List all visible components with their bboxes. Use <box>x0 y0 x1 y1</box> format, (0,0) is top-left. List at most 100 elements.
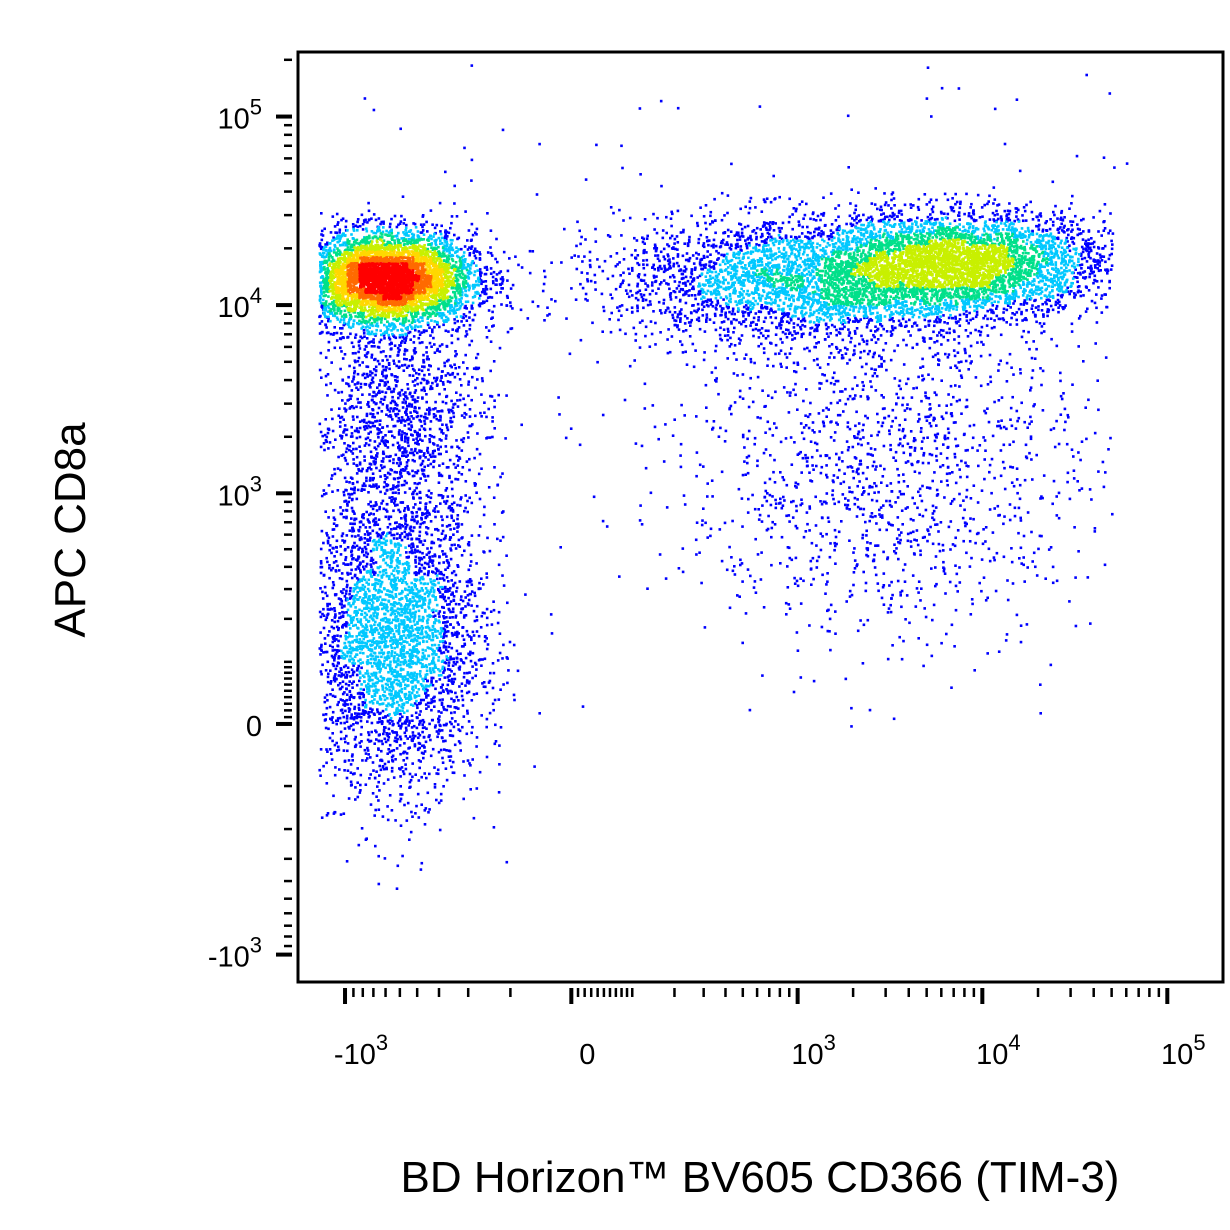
event-point <box>321 663 324 667</box>
event-point <box>683 270 687 273</box>
event-point <box>535 193 539 196</box>
event-point <box>475 745 478 748</box>
event-point <box>953 544 957 548</box>
event-point <box>834 379 838 383</box>
event-point <box>1026 426 1029 429</box>
event-point <box>348 394 352 397</box>
event-point <box>452 599 456 602</box>
event-point <box>655 275 658 278</box>
event-point <box>786 391 789 394</box>
event-point <box>478 525 482 528</box>
event-point <box>623 247 626 251</box>
event-point <box>376 345 380 349</box>
event-point <box>397 223 400 227</box>
event-point <box>654 249 658 253</box>
event-point <box>1100 259 1104 262</box>
event-point <box>864 589 868 593</box>
event-point <box>470 158 474 162</box>
event-point <box>550 261 553 264</box>
event-point <box>439 419 442 422</box>
event-point <box>735 358 738 361</box>
event-point <box>438 715 441 718</box>
event-point <box>1009 323 1012 326</box>
event-point <box>374 458 377 461</box>
event-point <box>399 768 402 771</box>
event-point <box>433 726 437 729</box>
event-point <box>927 373 930 376</box>
event-point <box>1078 232 1081 236</box>
event-point <box>473 591 476 595</box>
event-point <box>902 451 906 455</box>
event-point <box>821 535 824 538</box>
event-point <box>346 335 350 339</box>
event-point <box>506 330 510 334</box>
event-point <box>876 433 879 437</box>
event-point <box>620 304 624 307</box>
event-point <box>950 208 954 212</box>
event-point <box>1030 376 1034 380</box>
event-point <box>421 459 425 463</box>
event-point <box>381 426 384 429</box>
event-point <box>813 230 816 234</box>
event-point <box>878 528 882 532</box>
event-point <box>340 577 344 581</box>
event-point <box>348 727 351 730</box>
event-point <box>465 580 469 584</box>
event-point <box>894 459 898 462</box>
event-point <box>436 323 439 326</box>
event-point <box>1080 440 1084 443</box>
event-point <box>484 292 488 296</box>
event-point <box>1005 633 1009 636</box>
event-point <box>955 444 958 448</box>
event-point <box>410 355 414 358</box>
event-point <box>1051 581 1055 585</box>
event-point <box>365 365 368 368</box>
event-point <box>440 375 443 378</box>
event-point <box>642 293 646 297</box>
event-point <box>363 455 366 458</box>
event-point <box>800 335 803 339</box>
event-point <box>890 505 893 508</box>
event-point <box>394 486 397 489</box>
event-point <box>950 623 954 627</box>
event-point <box>383 381 387 384</box>
event-point <box>993 476 996 480</box>
event-point <box>638 346 642 349</box>
event-point <box>1002 522 1005 526</box>
event-point <box>965 522 968 526</box>
event-point <box>812 577 815 581</box>
event-point <box>356 488 360 492</box>
event-point <box>767 394 770 397</box>
event-point <box>387 385 391 389</box>
event-point <box>963 347 967 351</box>
event-point <box>318 647 322 650</box>
event-point <box>714 328 718 332</box>
event-point <box>1091 271 1094 275</box>
event-point <box>642 266 646 270</box>
event-point <box>652 276 656 279</box>
event-point <box>851 217 854 220</box>
event-point <box>934 523 937 526</box>
event-point <box>945 479 949 482</box>
event-point <box>332 561 336 564</box>
event-point <box>450 734 453 737</box>
event-point <box>689 311 693 314</box>
event-point <box>733 326 736 330</box>
event-point <box>1057 442 1061 446</box>
event-point <box>970 556 973 560</box>
event-point <box>678 269 681 273</box>
event-point <box>850 336 853 340</box>
event-point <box>676 248 679 251</box>
event-point <box>343 428 347 431</box>
event-point <box>622 279 625 282</box>
event-point <box>353 486 356 489</box>
event-point <box>986 334 990 337</box>
event-point <box>782 386 786 389</box>
event-point <box>449 528 452 531</box>
event-point <box>594 240 598 243</box>
event-point <box>432 455 435 458</box>
event-point <box>666 282 670 286</box>
event-point <box>469 239 473 242</box>
event-point <box>413 384 416 387</box>
event-point <box>898 490 902 493</box>
